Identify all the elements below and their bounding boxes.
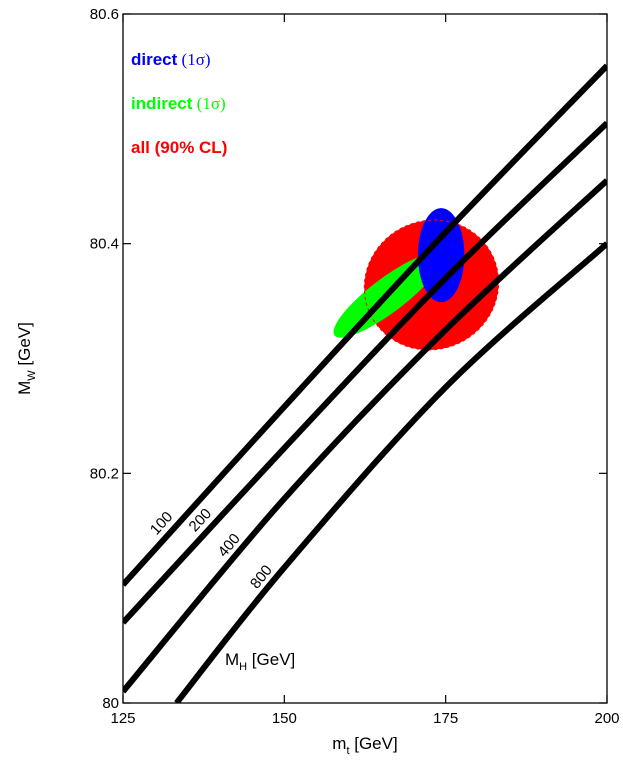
- x-tick-label: 200: [594, 710, 619, 727]
- legend-entry-1: indirect (1σ): [131, 94, 226, 113]
- y-tick-label: 80: [102, 695, 119, 712]
- mh-line-200: [123, 120, 607, 625]
- legend-entry-0: direct (1σ): [131, 50, 211, 69]
- mh-label-400: 400: [215, 530, 244, 560]
- y-tick-label: 80.6: [90, 6, 119, 23]
- x-tick-label: 175: [433, 710, 458, 727]
- ellipse-direct: [417, 208, 465, 303]
- legend: direct (1σ) indirect (1σ) all (90% CL): [131, 50, 227, 157]
- mh-title: MH [GeV]: [225, 650, 295, 673]
- mh-label-800: 800: [247, 562, 276, 592]
- axes: 125 150 175 200 80 80.2 80.4 80.6 mt [GeV] MW [Ge…: [15, 6, 620, 757]
- plot-frame: [122, 13, 608, 704]
- mh-line-400: [123, 178, 607, 694]
- ellipse-all-outline: [363, 219, 500, 351]
- plot-area: [123, 63, 607, 703]
- x-tick-label: 125: [110, 710, 135, 727]
- x-axis-label: mt [GeV]: [332, 734, 397, 757]
- mh-line-100: [123, 63, 607, 587]
- legend-entry-2: all (90% CL): [131, 138, 227, 157]
- y-axis-label: MW [GeV]: [15, 322, 38, 395]
- y-tick-label: 80.4: [90, 236, 119, 253]
- mh-line-800: [174, 241, 607, 703]
- x-tick-label: 150: [272, 710, 297, 727]
- y-tick-label: 80.2: [90, 465, 119, 482]
